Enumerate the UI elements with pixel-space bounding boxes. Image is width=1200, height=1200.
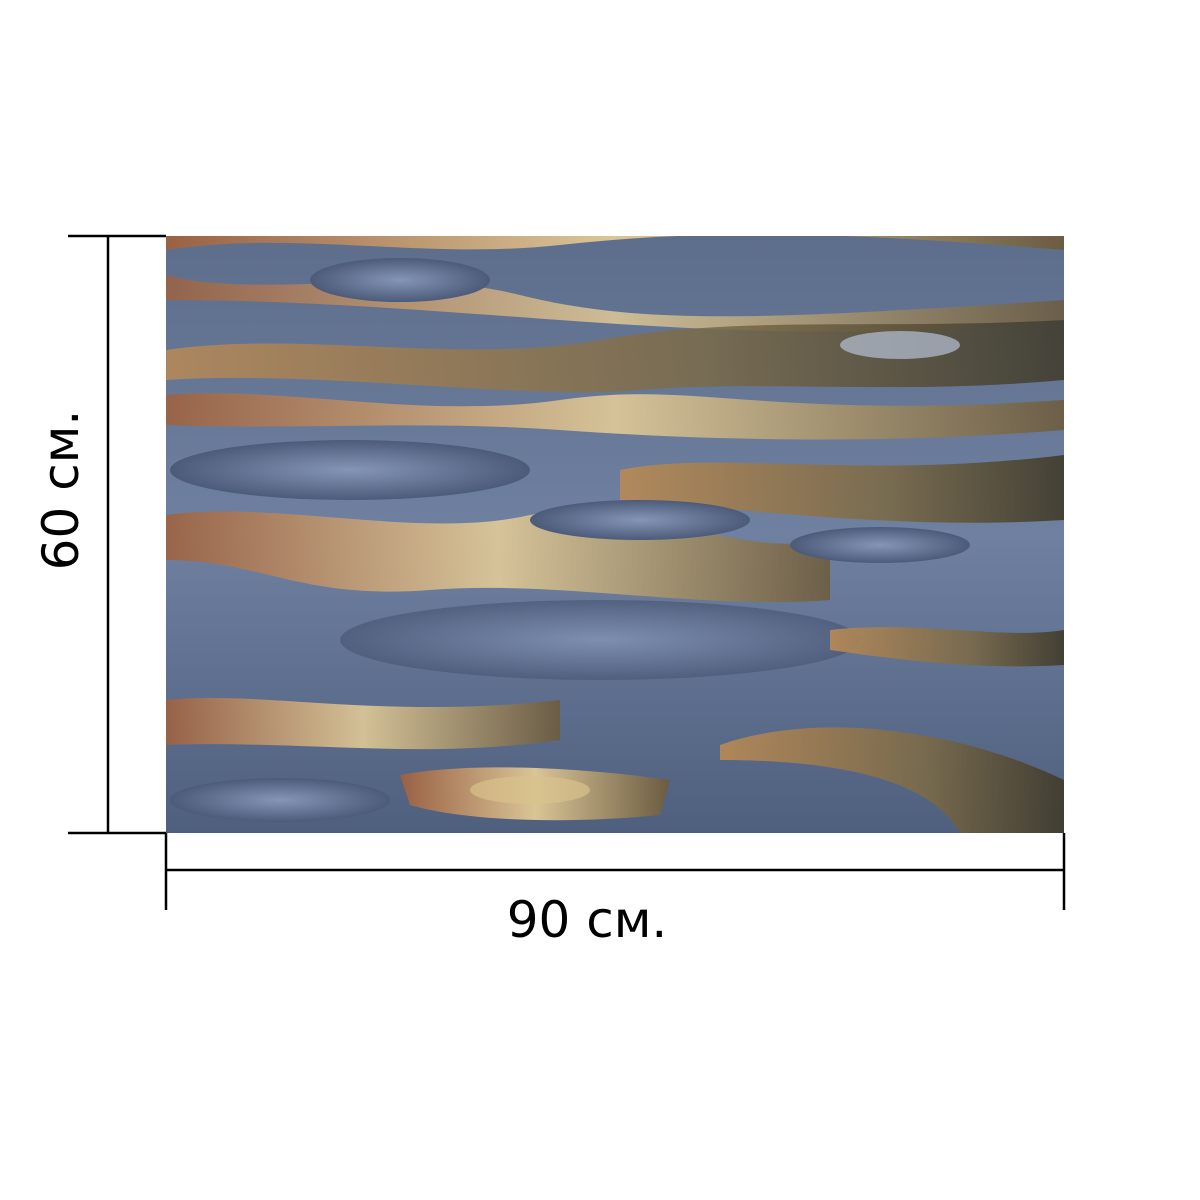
height-dimension: 60 см. <box>32 234 166 835</box>
width-label: 90 см. <box>507 891 668 949</box>
width-dimension: 90 см. <box>164 833 1066 949</box>
photo <box>166 236 1064 833</box>
height-label: 60 см. <box>32 410 90 571</box>
